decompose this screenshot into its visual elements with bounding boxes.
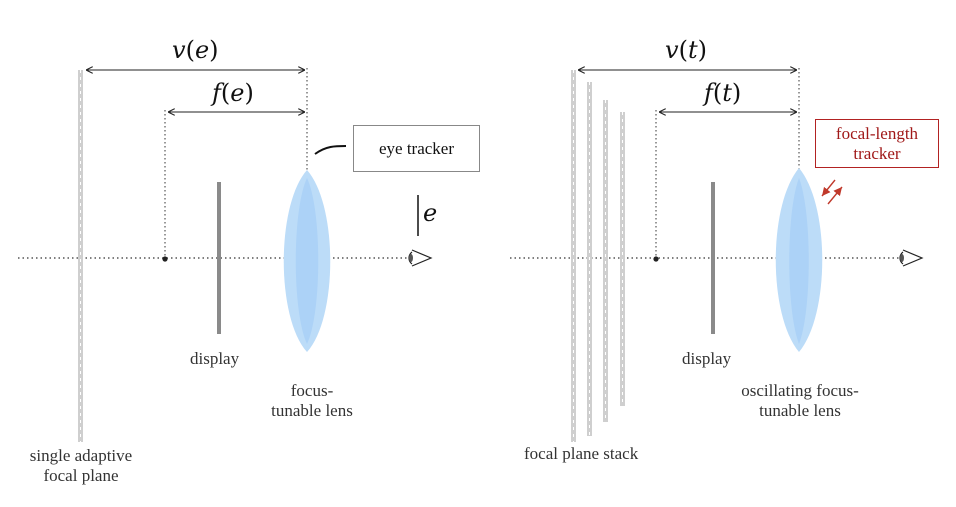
adaptive-focal-plane xyxy=(78,70,83,442)
lens-label-line2: tunable lens xyxy=(271,401,353,420)
focal-plane-stack-label: focal plane stack xyxy=(524,444,639,463)
eye-icon xyxy=(408,249,433,267)
left-panel xyxy=(18,68,433,442)
right-panel xyxy=(510,68,924,442)
oscillating-lens-label: oscillating focus- tunable lens xyxy=(712,381,888,421)
virtual-image-point xyxy=(162,256,168,262)
v-e-label: v(e) xyxy=(172,36,219,64)
display-panel xyxy=(711,182,715,334)
v-t-arg: t xyxy=(687,36,698,64)
virtual-image-point xyxy=(653,256,659,262)
display-label: display xyxy=(682,349,732,368)
lens-label-line1: focus- xyxy=(290,381,334,400)
eye-tracker-connector xyxy=(314,145,347,155)
e-label: e xyxy=(423,199,438,227)
v-e-fn: v xyxy=(172,36,186,64)
adaptive-plane-label: single adaptive focal plane xyxy=(10,446,152,486)
lens-label: focus- tunable lens xyxy=(268,381,356,421)
f-t-label: f(t) xyxy=(704,79,742,107)
lens-core xyxy=(295,178,319,344)
oscillating-lens-label-line2: tunable lens xyxy=(759,401,841,420)
focal-plane-stack xyxy=(571,70,625,442)
v-t-label: v(t) xyxy=(665,36,707,64)
display-label: display xyxy=(190,349,240,368)
double-arrow-icon xyxy=(821,179,843,205)
tracker-label-line2: tracker xyxy=(853,143,901,163)
focal-length-tracker-box: focal-length tracker xyxy=(815,119,939,168)
focal-plane xyxy=(571,70,576,442)
eye-icon xyxy=(899,249,924,267)
f-e-label: f(e) xyxy=(212,79,254,107)
f-e-arg: e xyxy=(230,79,245,107)
f-t-arg: t xyxy=(722,79,732,107)
eye-tracker-box: eye tracker xyxy=(353,125,480,172)
v-e-arg: e xyxy=(194,36,210,64)
f-e-fn: f xyxy=(212,79,221,107)
f-t-fn: f xyxy=(704,79,713,107)
adaptive-plane-label-line2: focal plane xyxy=(43,466,119,485)
v-t-fn: v xyxy=(665,36,679,64)
display-panel xyxy=(217,182,221,334)
tracker-label-line1: focal-length xyxy=(835,123,919,143)
lens-core xyxy=(789,178,809,344)
adaptive-plane-label-line1: single adaptive xyxy=(29,446,133,465)
oscillating-lens-label-line1: oscillating focus- xyxy=(741,381,859,400)
eye-tracker-label: eye tracker xyxy=(378,138,455,158)
